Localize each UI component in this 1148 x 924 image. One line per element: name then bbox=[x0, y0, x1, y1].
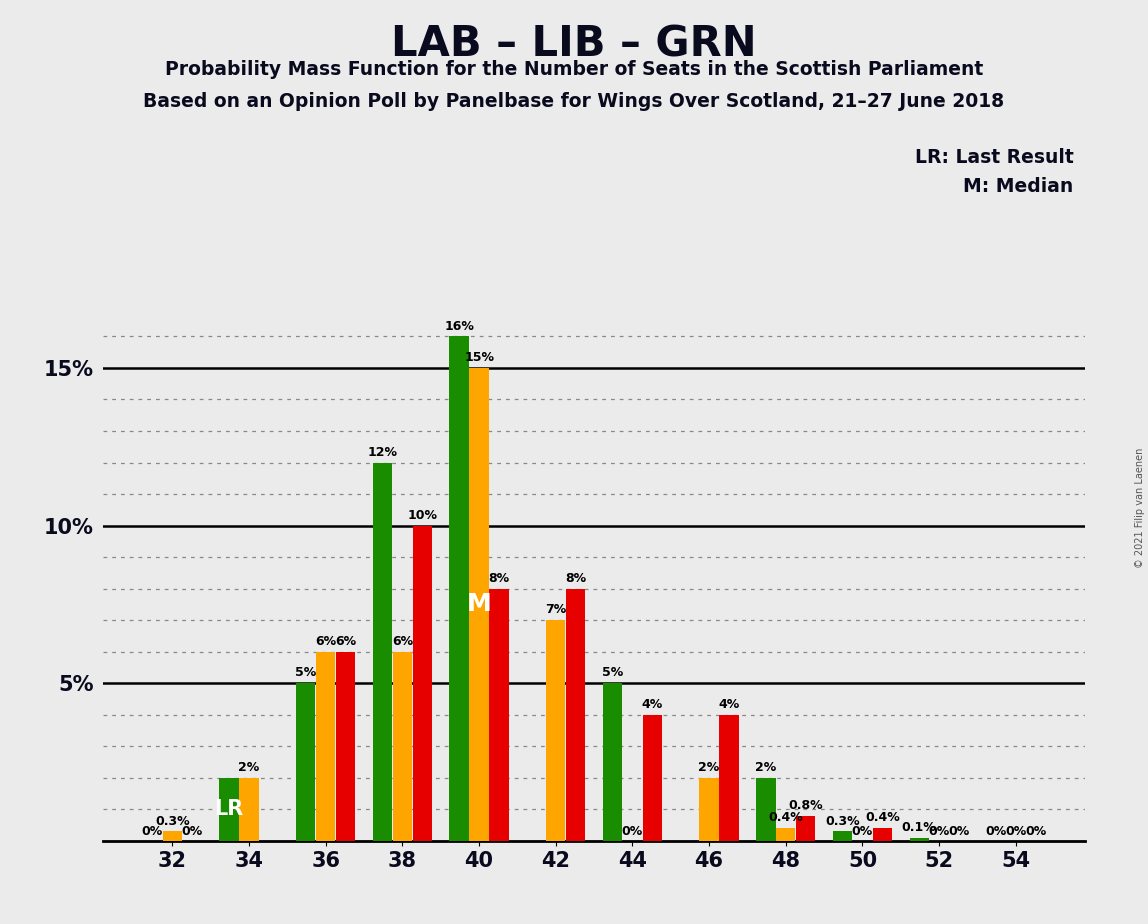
Bar bbox=[163, 832, 183, 841]
Text: M: Median: M: Median bbox=[963, 177, 1073, 197]
Text: 4%: 4% bbox=[719, 698, 739, 711]
Text: 0.4%: 0.4% bbox=[866, 811, 900, 824]
Text: 0.1%: 0.1% bbox=[902, 821, 937, 833]
Text: 6%: 6% bbox=[335, 635, 356, 648]
Bar bbox=[316, 651, 335, 841]
Text: 2%: 2% bbox=[239, 761, 259, 774]
Text: LAB – LIB – GRN: LAB – LIB – GRN bbox=[391, 23, 757, 65]
Bar bbox=[450, 336, 468, 841]
Bar bbox=[566, 589, 585, 841]
Text: © 2021 Filip van Laenen: © 2021 Filip van Laenen bbox=[1135, 448, 1145, 568]
Text: 0%: 0% bbox=[141, 825, 163, 838]
Text: 10%: 10% bbox=[408, 509, 437, 522]
Text: 0%: 0% bbox=[929, 825, 949, 838]
Text: 6%: 6% bbox=[391, 635, 413, 648]
Bar bbox=[796, 816, 815, 841]
Text: 6%: 6% bbox=[316, 635, 336, 648]
Text: LR: Last Result: LR: Last Result bbox=[915, 148, 1073, 167]
Bar bbox=[239, 778, 258, 841]
Text: 7%: 7% bbox=[545, 603, 566, 616]
Bar bbox=[393, 651, 412, 841]
Bar bbox=[909, 838, 929, 841]
Text: 0.8%: 0.8% bbox=[789, 799, 823, 812]
Bar bbox=[373, 463, 393, 841]
Text: 12%: 12% bbox=[367, 445, 397, 458]
Bar bbox=[720, 715, 738, 841]
Bar bbox=[336, 651, 356, 841]
Text: 4%: 4% bbox=[642, 698, 664, 711]
Bar bbox=[603, 683, 622, 841]
Text: 16%: 16% bbox=[444, 320, 474, 333]
Text: 0.3%: 0.3% bbox=[155, 815, 189, 828]
Text: 5%: 5% bbox=[295, 666, 317, 679]
Text: 8%: 8% bbox=[488, 572, 510, 585]
Text: 0%: 0% bbox=[1025, 825, 1047, 838]
Bar bbox=[757, 778, 776, 841]
Text: Based on an Opinion Poll by Panelbase for Wings Over Scotland, 21–27 June 2018: Based on an Opinion Poll by Panelbase fo… bbox=[144, 92, 1004, 112]
Text: 0%: 0% bbox=[1006, 825, 1026, 838]
Bar bbox=[832, 832, 852, 841]
Bar bbox=[296, 683, 316, 841]
Bar bbox=[219, 778, 239, 841]
Text: Probability Mass Function for the Number of Seats in the Scottish Parliament: Probability Mass Function for the Number… bbox=[165, 60, 983, 79]
Bar bbox=[643, 715, 662, 841]
Bar bbox=[699, 778, 719, 841]
Text: 0.4%: 0.4% bbox=[768, 811, 804, 824]
Text: 0%: 0% bbox=[985, 825, 1007, 838]
Text: 8%: 8% bbox=[565, 572, 587, 585]
Text: M: M bbox=[467, 592, 491, 616]
Text: 15%: 15% bbox=[464, 351, 494, 364]
Bar bbox=[546, 620, 566, 841]
Text: 0%: 0% bbox=[852, 825, 874, 838]
Text: 2%: 2% bbox=[755, 761, 776, 774]
Text: 0%: 0% bbox=[181, 825, 203, 838]
Bar bbox=[470, 368, 489, 841]
Text: 0.3%: 0.3% bbox=[825, 815, 860, 828]
Bar bbox=[872, 828, 892, 841]
Bar bbox=[776, 828, 796, 841]
Bar bbox=[489, 589, 509, 841]
Text: 0%: 0% bbox=[948, 825, 970, 838]
Bar bbox=[412, 526, 432, 841]
Text: LR: LR bbox=[215, 799, 243, 820]
Text: 5%: 5% bbox=[602, 666, 623, 679]
Text: 0%: 0% bbox=[622, 825, 643, 838]
Text: 2%: 2% bbox=[698, 761, 720, 774]
